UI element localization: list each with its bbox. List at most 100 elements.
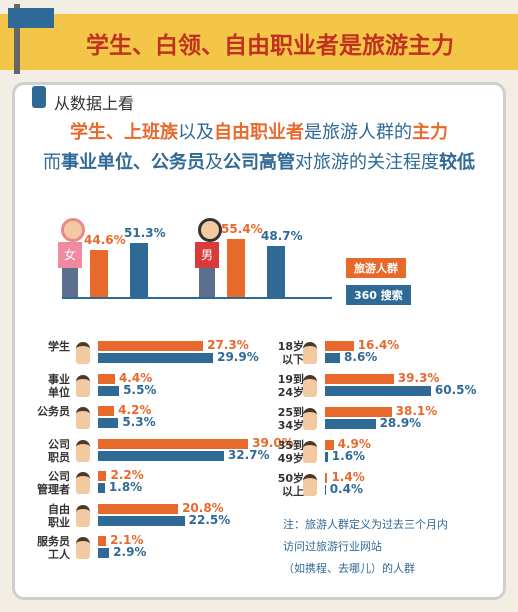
bar <box>98 515 185 526</box>
category-label: 自由 职业 <box>48 502 70 529</box>
value-label: 4.4% <box>118 370 153 385</box>
title: 学生、白领、自由职业者是旅游主力 <box>86 33 454 59</box>
headline-segment: 公司高管 <box>223 152 295 173</box>
value-label: 22.5% <box>188 512 231 527</box>
avatar-icon <box>76 407 90 429</box>
value-label: 2.1% <box>110 533 144 547</box>
bar <box>325 485 326 495</box>
legend-entry: 360 搜索 <box>346 285 411 305</box>
category-label: 公司 职员 <box>48 437 70 464</box>
headline-segment: 主力 <box>412 122 448 143</box>
bar <box>98 548 110 558</box>
value-label: 1.6% <box>331 449 366 463</box>
avatar-icon <box>303 342 317 364</box>
bar <box>98 353 214 363</box>
bar <box>98 483 105 493</box>
value-label: 5.3% <box>122 415 156 429</box>
bar <box>325 386 431 396</box>
baseline <box>62 297 332 299</box>
bar <box>227 238 245 297</box>
headline-segment: 是旅游人群的 <box>304 122 412 143</box>
luggage-icon <box>32 86 46 108</box>
headline-segment: 及 <box>205 152 223 173</box>
bar <box>98 406 115 416</box>
bar <box>325 374 394 384</box>
headline-line: 学生、上班族以及自由职业者是旅游人群的主力 <box>20 118 498 144</box>
bar <box>325 452 328 462</box>
sign-post <box>14 4 20 74</box>
avatar-icon <box>76 537 90 559</box>
value-label: 48.7% <box>261 228 303 243</box>
avatar-icon <box>303 375 317 397</box>
figure-shirt: 女 <box>58 242 82 268</box>
figure-legs <box>199 268 215 297</box>
bar <box>98 418 119 428</box>
avatar-icon <box>76 504 90 527</box>
value-label: 0.4% <box>329 482 363 496</box>
avatar-icon <box>303 441 317 463</box>
figure-shirt: 男 <box>195 242 219 268</box>
bar <box>98 471 107 481</box>
category-label: 35到 49岁 <box>277 439 304 465</box>
bar <box>325 341 354 351</box>
value-label: 1.8% <box>108 480 143 494</box>
figure-legs <box>62 268 78 297</box>
legend-entry: 旅游人群 <box>346 258 406 278</box>
bar <box>98 373 115 384</box>
bar <box>325 407 392 417</box>
bar <box>98 385 120 396</box>
value-label: 2.9% <box>113 545 147 559</box>
value-label: 55.4% <box>221 221 263 236</box>
category-label: 公务员 <box>37 405 70 418</box>
bar <box>98 503 179 514</box>
value-label: 16.4% <box>357 338 400 352</box>
value-label: 1.4% <box>331 470 365 484</box>
bar <box>325 419 376 429</box>
value-label: 4.2% <box>118 403 152 417</box>
value-label: 39.0% <box>252 435 294 450</box>
value-label: 60.5% <box>434 383 477 397</box>
header-band <box>0 14 518 70</box>
value-label: 39.3% <box>397 371 440 385</box>
value-label: 27.3% <box>207 338 249 352</box>
bar <box>98 536 107 546</box>
category-label: 25到 34岁 <box>277 406 304 432</box>
headline-segment: 自由职业者 <box>214 122 304 143</box>
note-line: （如携程、去哪儿）的人群 <box>283 562 415 575</box>
subtitle: 从数据上看 <box>54 94 135 113</box>
value-label: 51.3% <box>124 226 166 241</box>
headline-segment: 较低 <box>439 152 475 173</box>
category-label: 学生 <box>48 340 70 353</box>
bar <box>325 440 334 450</box>
value-label: 29.9% <box>217 350 259 364</box>
value-label: 32.7% <box>227 447 270 462</box>
value-label: 38.1% <box>395 404 438 418</box>
avatar-icon <box>303 474 317 496</box>
avatar-icon <box>76 439 90 462</box>
value-label: 4.9% <box>337 437 371 451</box>
figure-head <box>198 218 222 242</box>
value-label: 20.8% <box>182 500 224 515</box>
bar <box>90 250 108 297</box>
value-label: 2.2% <box>110 468 144 482</box>
value-label: 5.5% <box>123 382 157 397</box>
avatar-icon <box>76 472 90 494</box>
bar <box>98 438 249 449</box>
avatar-icon <box>76 374 90 397</box>
category-label: 服务员 工人 <box>37 535 70 561</box>
headline-segment: 以及 <box>178 122 214 143</box>
bar <box>98 450 224 461</box>
avatar-icon <box>76 342 90 364</box>
headline-segment: 事业单位、公务员 <box>61 152 205 173</box>
headline-segment: 而 <box>43 152 61 173</box>
category-label: 18岁 以下 <box>277 340 304 366</box>
sign-board <box>8 8 54 28</box>
bar <box>325 473 328 483</box>
figure-head <box>61 218 85 242</box>
category-label: 公司 管理者 <box>37 470 70 496</box>
bar <box>130 243 148 297</box>
headline-segment: 学生、上班族 <box>70 122 178 143</box>
headline-line: 而事业单位、公务员及公司高管对旅游的关注程度较低 <box>20 148 498 174</box>
category-label: 19到 24岁 <box>277 373 304 399</box>
